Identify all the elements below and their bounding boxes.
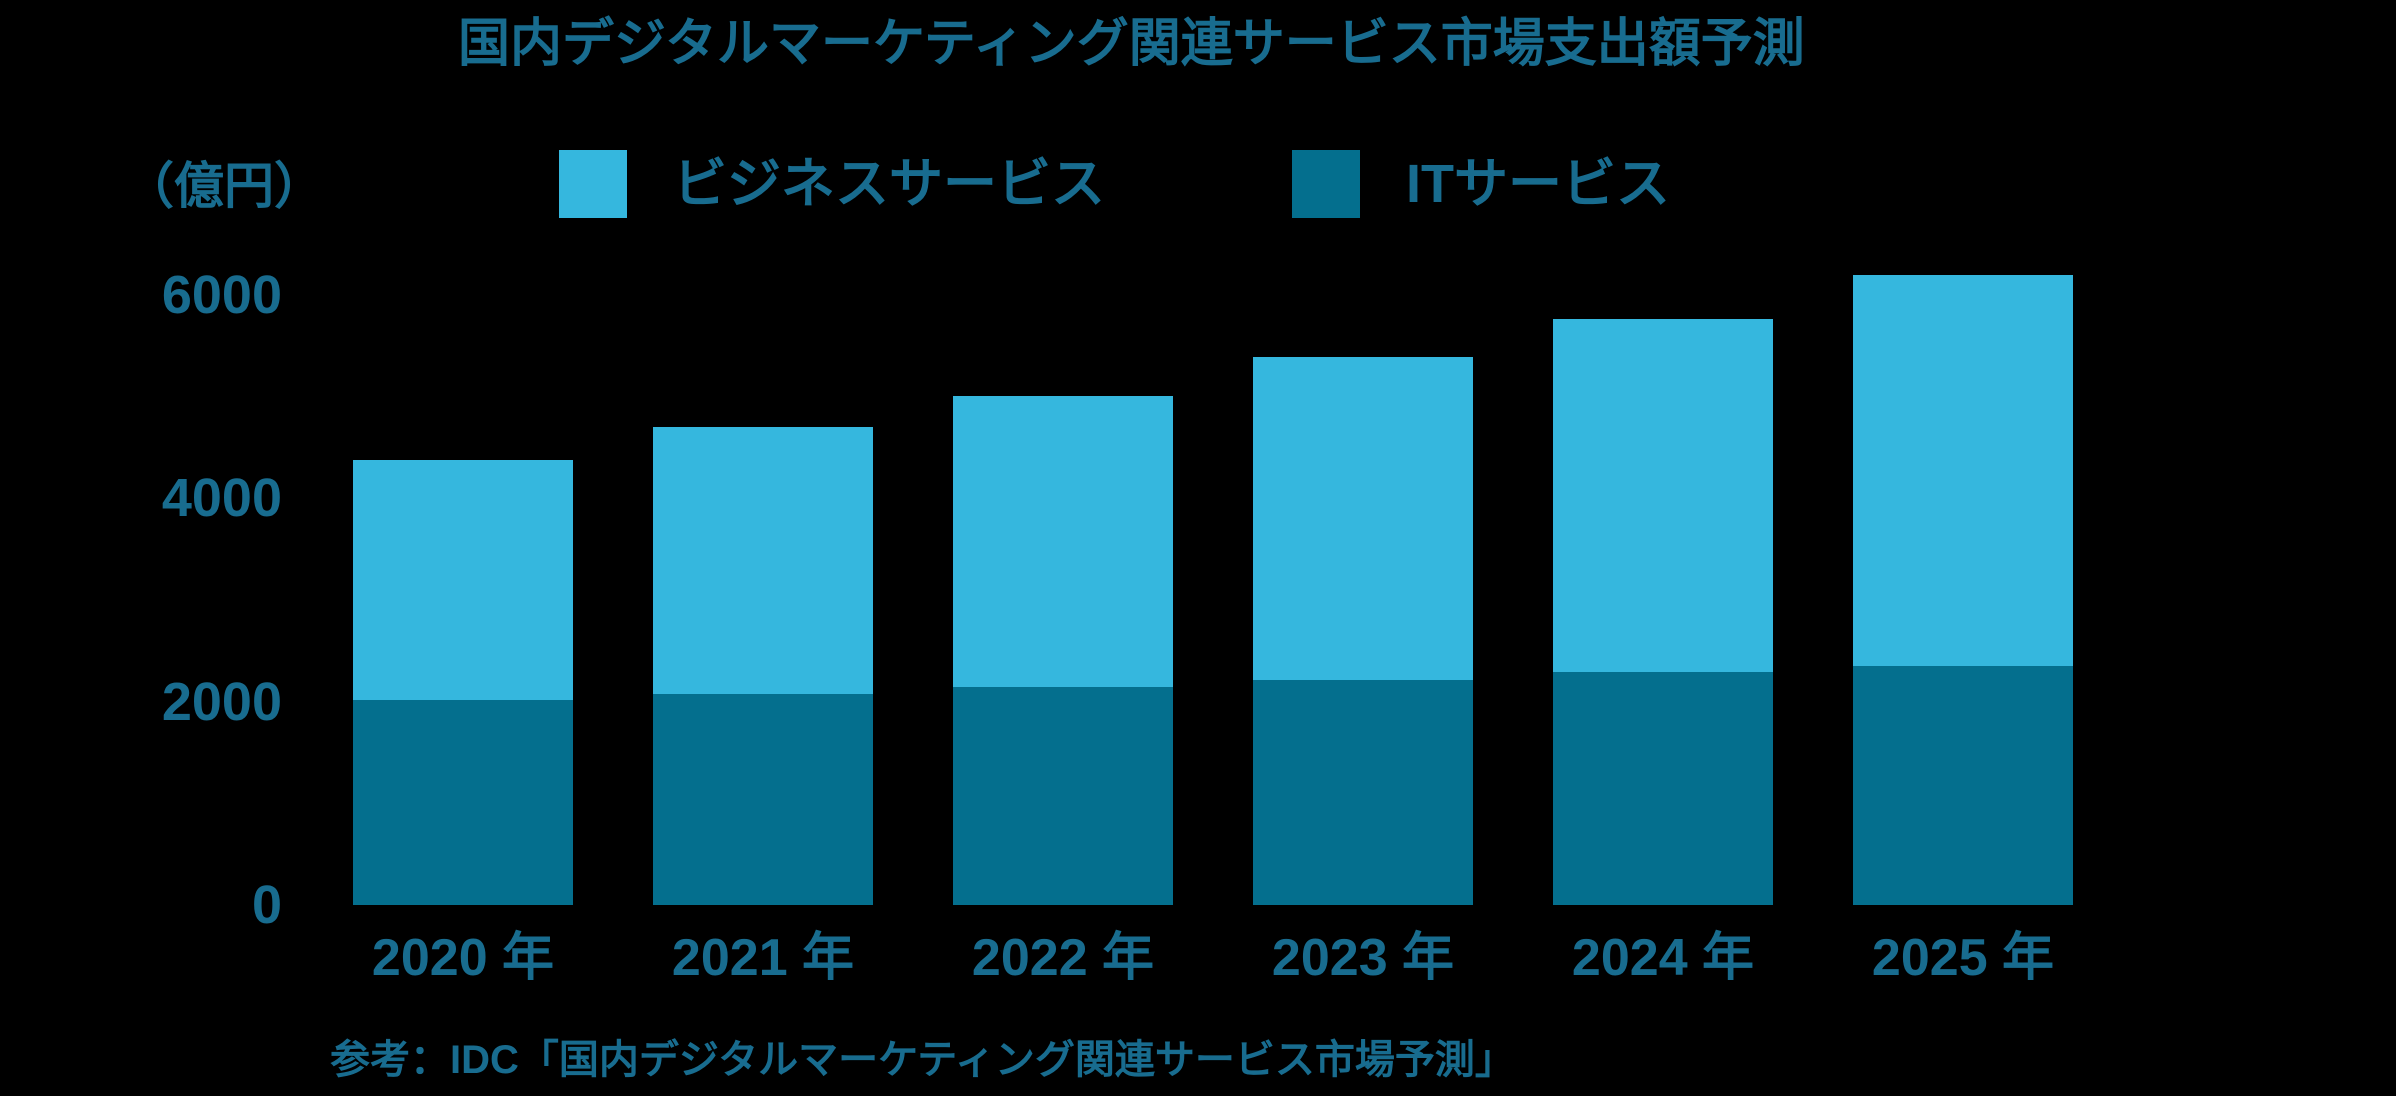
bar-segment-business-services xyxy=(353,459,573,700)
y-axis-tick-label: 6000 xyxy=(161,264,282,325)
x-axis-tick-label: 2022 年 xyxy=(971,929,1155,987)
x-axis-tick-label: 2024 年 xyxy=(1571,929,1755,987)
x-axis-tick-label: 2023 年 xyxy=(1271,929,1455,987)
y-axis-tick-label: 0 xyxy=(251,875,282,935)
legend-label-it-services: ITサービス xyxy=(1406,154,1670,214)
x-axis-tick-label: 2025 年 xyxy=(1871,929,2055,987)
legend-label-business-services: ビジネスサービス xyxy=(673,154,1105,214)
x-axis-tick-label: 2021 年 xyxy=(671,929,855,987)
source-note: 参考：IDC「国内デジタルマーケティング関連サービス市場予測」 xyxy=(330,1038,1515,1082)
y-axis-tick-label: 2000 xyxy=(161,671,282,732)
bar-segment-business-services xyxy=(1853,274,2073,667)
legend-swatch-business-services-icon xyxy=(559,150,627,218)
bar-segment-it-services xyxy=(1553,672,1773,905)
x-axis-tick-label: 2020 年 xyxy=(371,929,555,987)
legend-item-it-services: ITサービス xyxy=(1292,150,1670,218)
bar-segment-it-services xyxy=(1853,666,2073,905)
bar-segment-it-services xyxy=(653,693,873,905)
bar-segment-it-services xyxy=(353,699,573,905)
bar-segment-business-services xyxy=(1553,319,1773,673)
bar-segment-it-services xyxy=(953,687,1173,905)
legend-swatch-it-services-icon xyxy=(1292,150,1360,218)
bar-segment-business-services xyxy=(653,427,873,694)
y-axis-unit-label: （億円） xyxy=(124,158,324,214)
bar-segment-it-services xyxy=(1253,680,1473,905)
legend-item-business-services: ビジネスサービス xyxy=(559,150,1105,218)
bar-segment-business-services xyxy=(953,395,1173,688)
chart-title: 国内デジタルマーケティング関連サービス市場支出額予測 xyxy=(458,15,1805,73)
y-axis-tick-label: 4000 xyxy=(161,468,282,529)
bar-segment-business-services xyxy=(1253,356,1473,681)
